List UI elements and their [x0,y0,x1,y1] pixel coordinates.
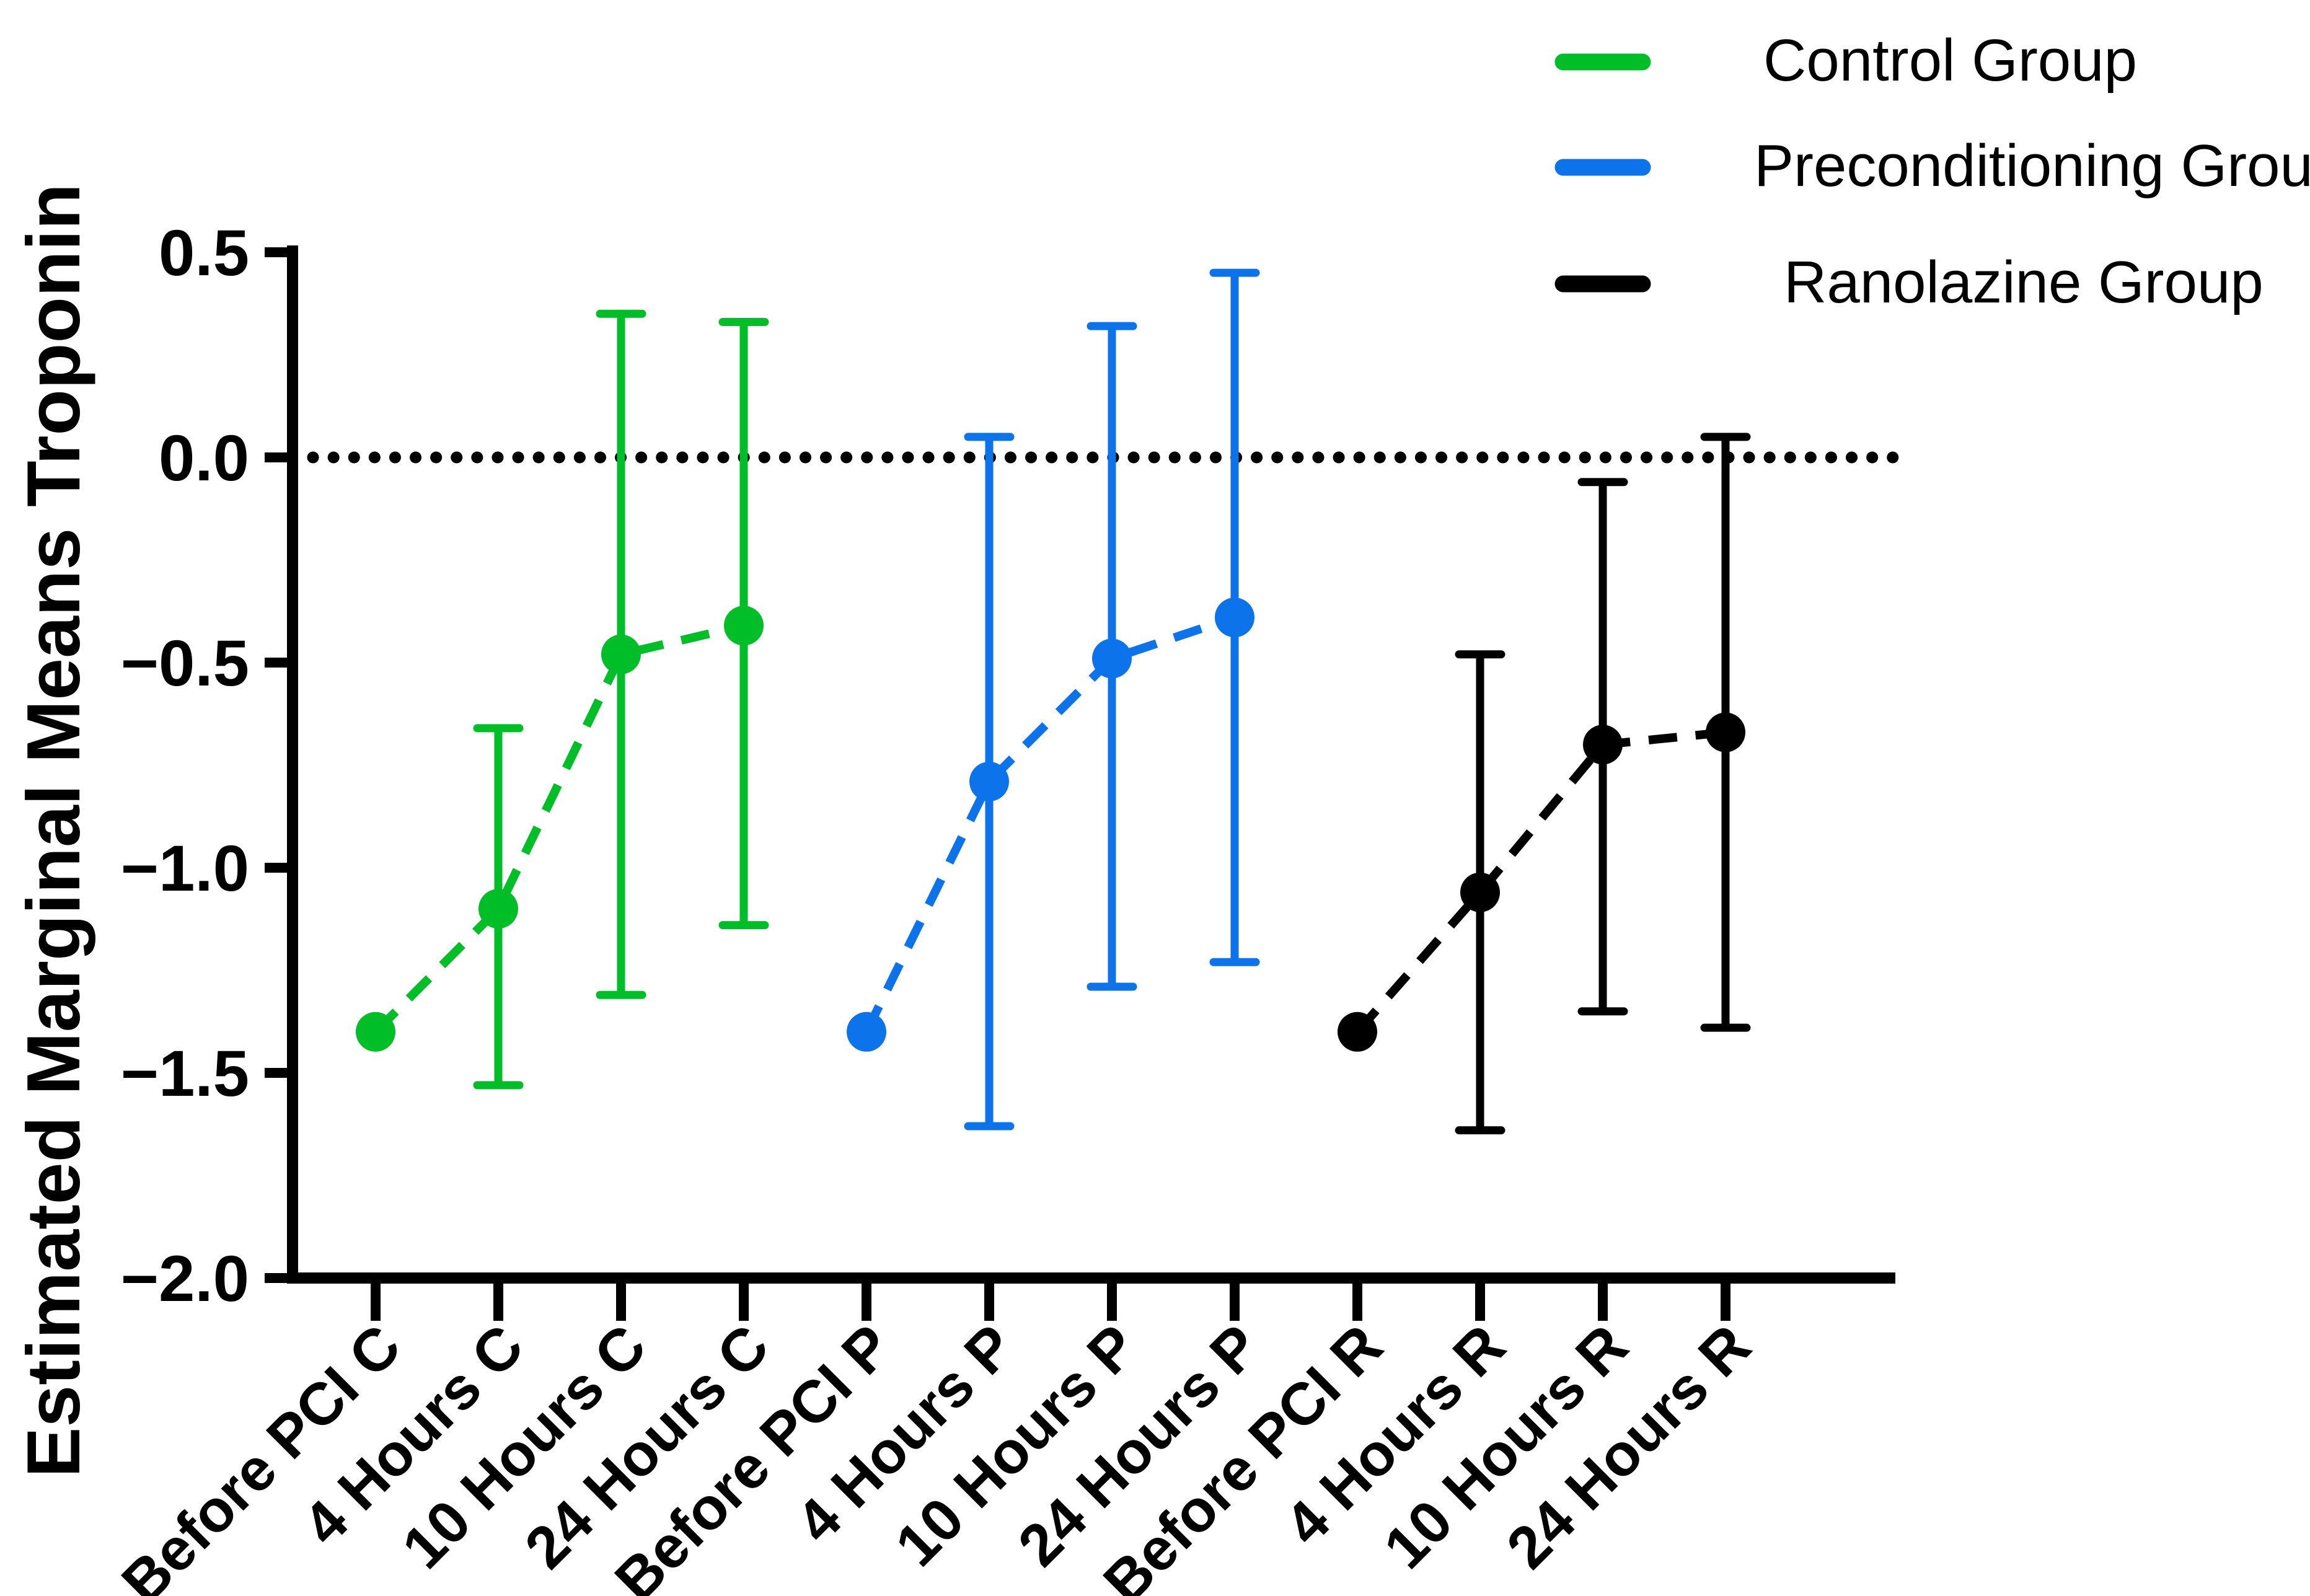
series-line [1354,728,1726,1035]
data-point-marker [1092,638,1132,679]
series-line [373,621,745,1035]
data-point-marker [724,606,764,646]
data-point-marker [1706,712,1745,752]
data-point-marker [847,1012,886,1052]
y-tick-label: 0.5 [159,217,249,289]
legend-label-preconditioning: Preconditioning Group [1754,133,2310,199]
legend-label-ranolazine: Ranolazine Group [1784,249,2264,315]
data-point-marker [356,1012,395,1052]
legend-label-control: Control Group [1763,27,2137,94]
y-tick-label: −2.0 [121,1243,249,1315]
y-tick-label: −1.5 [121,1038,249,1110]
data-point-marker [1460,872,1500,912]
y-tick-label: 0.0 [159,422,249,495]
data-point-marker [1215,597,1254,638]
data-point-marker [969,761,1009,801]
series-line [862,613,1237,1034]
y-tick-label: −0.5 [121,627,249,700]
y-tick-label: −1.0 [121,832,249,905]
data-point-marker [1583,725,1623,765]
y-axis-title: Estimated Marginal Means Troponin [11,183,95,1478]
data-point-marker [1338,1012,1377,1052]
legend: Control Group Preconditioning Group Rano… [1554,27,2310,315]
data-point-marker [601,634,641,674]
data-point-marker [478,889,518,929]
